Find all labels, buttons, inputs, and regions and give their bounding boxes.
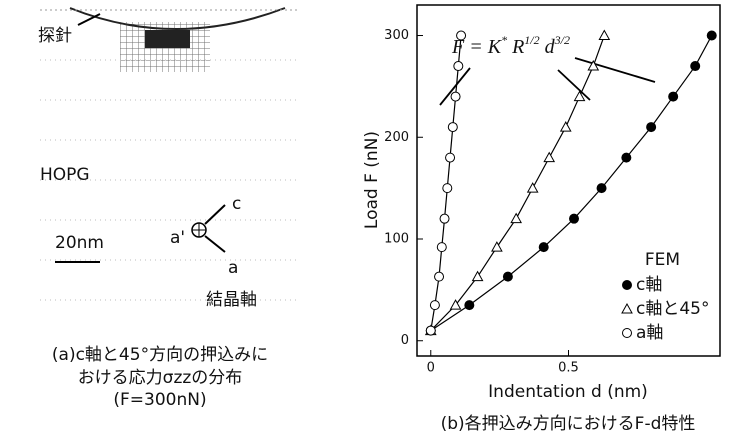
data-point: [435, 272, 444, 281]
caption: (a)c軸と45°方向の押込みに: [52, 345, 268, 365]
data-point: [430, 301, 439, 310]
data-point: [622, 304, 632, 313]
y-tick-label: 200: [384, 130, 409, 145]
data-point: [544, 153, 554, 162]
data-point: [440, 214, 449, 223]
fit-line: [431, 36, 712, 331]
data-point: [528, 183, 538, 192]
fem-image: [40, 8, 300, 300]
data-point: [437, 243, 446, 252]
data-point: [492, 242, 502, 251]
data-point: [539, 243, 548, 252]
annotation-part: 3/2: [554, 33, 570, 47]
data-point: [707, 31, 716, 40]
data-point: [448, 123, 457, 132]
data-point: [457, 31, 466, 40]
legend-label: c軸と45°: [636, 299, 709, 319]
scale-label: 20nm: [55, 233, 104, 253]
annotation-part: R: [507, 36, 524, 58]
data-point: [669, 92, 678, 101]
data-point: [622, 153, 631, 162]
data-point: [599, 31, 609, 40]
caption: (F=300nN): [113, 390, 206, 410]
caption: (b)各押込み方向におけるF-d特性: [441, 414, 696, 434]
annotation-arrows: [440, 58, 655, 105]
data-point: [426, 326, 435, 335]
data-point: [454, 62, 463, 71]
axes-label: 結晶軸: [206, 290, 257, 310]
y-tick-label: 300: [384, 28, 409, 43]
annotation-part: 1/2: [524, 33, 539, 47]
data-point: [691, 62, 700, 71]
legend-label: c軸: [636, 275, 662, 295]
axis-label: c: [232, 194, 241, 214]
data-point: [443, 184, 452, 193]
axis-label: a': [170, 228, 185, 248]
probe-label: 探針: [38, 26, 72, 46]
caption: おける応力σzzの分布: [78, 368, 243, 388]
material-label: HOPG: [40, 165, 90, 185]
data-point: [465, 301, 474, 310]
data-point: [647, 123, 656, 132]
y-axis-label: Load F (nN): [362, 131, 382, 229]
legend-title: FEM: [645, 250, 680, 270]
data-point: [561, 122, 571, 131]
data-point: [503, 272, 512, 281]
data-point: [451, 92, 460, 101]
annotation-part: d: [540, 36, 556, 58]
y-tick-label: 0: [401, 333, 409, 348]
x-axis-label: Indentation d (nm): [488, 382, 648, 402]
data-point: [597, 184, 606, 193]
data-point: [446, 153, 455, 162]
y-tick-label: 100: [384, 232, 409, 247]
axis-label: a: [228, 258, 238, 278]
data-point: [570, 214, 579, 223]
data-point: [473, 272, 483, 281]
data-point: [623, 281, 632, 290]
x-tick-label: 0: [427, 361, 435, 376]
figure: 探針 HOPG 20nm a' c a 結晶軸 (a)c軸と45°方向の押込みに…: [0, 0, 734, 439]
legend-label: a軸: [636, 323, 663, 343]
data-point: [623, 329, 632, 338]
data-point: [511, 214, 521, 223]
x-tick-label: 0.5: [558, 361, 579, 376]
fit-line: [431, 36, 461, 331]
annotation: F = K* R1/2 d3/2: [451, 33, 570, 58]
